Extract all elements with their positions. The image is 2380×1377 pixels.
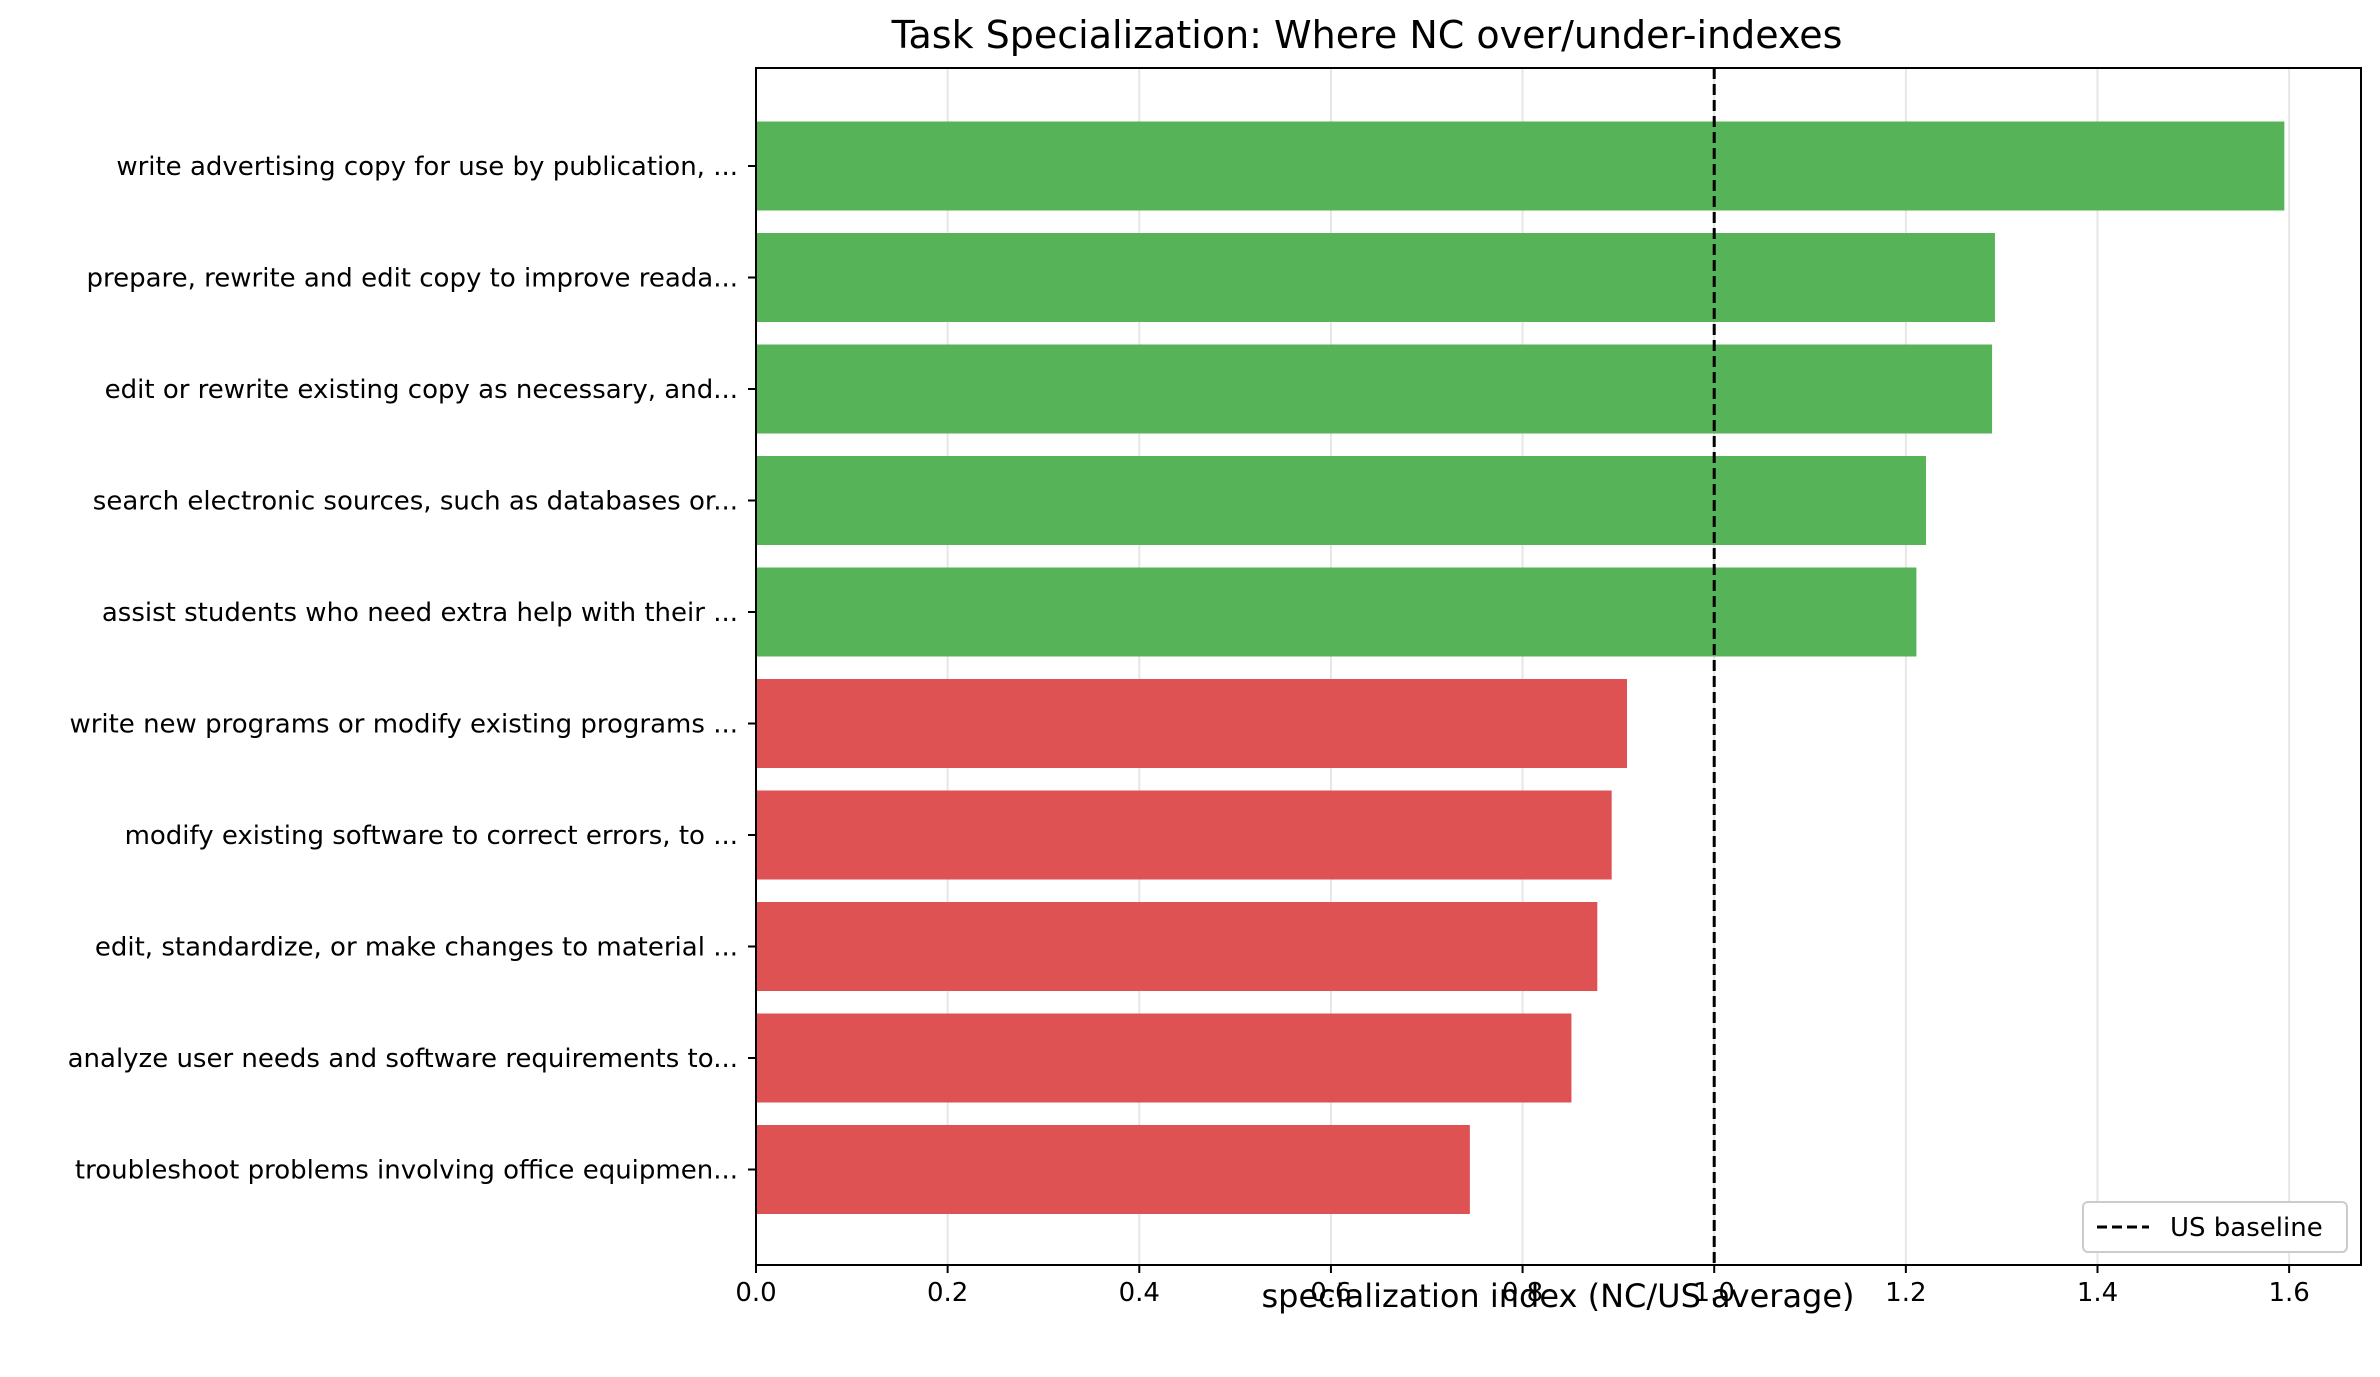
bar: [756, 1013, 1572, 1103]
bar: [756, 1125, 1470, 1214]
bar: [756, 567, 1917, 657]
legend-label-us-baseline: US baseline: [2170, 1213, 2323, 1243]
x-tick-label: 1.4: [2077, 1278, 2118, 1308]
category-label: troubleshoot problems involving office e…: [75, 1156, 738, 1186]
bar: [756, 344, 1993, 434]
category-label: edit or rewrite existing copy as necessa…: [105, 375, 738, 405]
bar: [756, 679, 1628, 768]
x-tick-label: 0.2: [927, 1278, 968, 1308]
category-label: prepare, rewrite and edit copy to improv…: [86, 264, 738, 294]
legend-box: [2082, 1201, 2348, 1253]
chart-title: Task Specialization: Where NC over/under…: [891, 13, 1843, 57]
bar: [756, 233, 1995, 322]
bars: [756, 121, 2285, 1214]
x-tick-label: 0.4: [1119, 1278, 1160, 1308]
x-axis-label: specialization index (NC/US average): [1261, 1277, 1854, 1315]
x-tick-label: 1.0: [1694, 1278, 1735, 1308]
x-tick-label: 1.6: [2268, 1278, 2309, 1308]
y-axis-categories: write advertising copy for use by public…: [68, 152, 756, 1186]
x-tick-label: 0.0: [735, 1278, 776, 1308]
category-label: search electronic sources, such as datab…: [93, 487, 738, 517]
legend: US baseline: [2082, 1201, 2348, 1253]
category-label: edit, standardize, or make changes to ma…: [95, 933, 738, 963]
x-tick-label: 0.6: [1310, 1278, 1351, 1308]
x-axis-ticks: 0.0 0.2 0.4 0.6 0.8 1.0 1.2 1.4 1.6: [735, 1265, 2310, 1308]
category-label: modify existing software to correct erro…: [125, 821, 738, 851]
category-label: analyze user needs and software requirem…: [68, 1044, 738, 1074]
bar: [756, 790, 1612, 880]
bar: [756, 456, 1926, 545]
x-tick-label: 1.2: [1885, 1278, 1926, 1308]
category-label: write new programs or modify existing pr…: [69, 710, 738, 740]
category-label: assist students who need extra help with…: [102, 598, 738, 628]
x-tick-label: 0.8: [1502, 1278, 1543, 1308]
bar: [756, 902, 1598, 991]
category-label: write advertising copy for use by public…: [116, 152, 738, 182]
bar: [756, 121, 2285, 211]
plot-frame: [755, 67, 2362, 1266]
